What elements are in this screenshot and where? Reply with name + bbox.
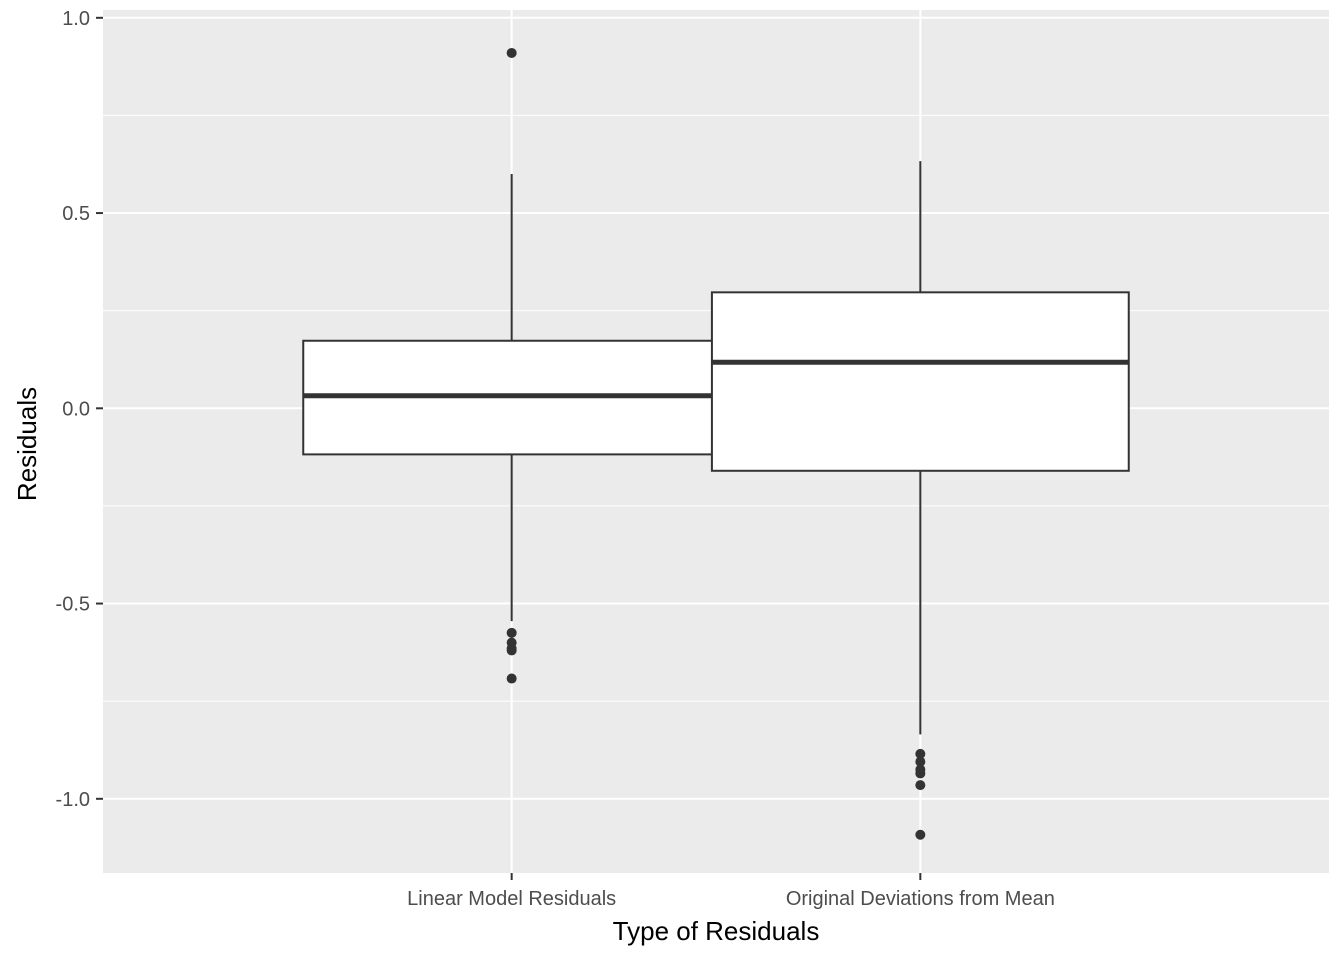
outlier-point bbox=[506, 645, 517, 656]
outlier-point bbox=[915, 829, 926, 840]
x-tick-label: Linear Model Residuals bbox=[407, 888, 616, 910]
boxes-layer bbox=[302, 47, 1130, 840]
x-tick-label: Original Deviations from Mean bbox=[786, 888, 1055, 910]
y-tick-label: 0.0 bbox=[62, 398, 90, 420]
box-1 bbox=[302, 47, 722, 684]
box-2 bbox=[710, 161, 1130, 840]
outlier-point bbox=[915, 768, 926, 779]
outlier-point bbox=[506, 627, 517, 638]
axes-layer: -1.0 -0.5 0.0 0.5 1.0 Linear Model Residuals O… bbox=[56, 8, 1055, 910]
y-axis-title: Residuals bbox=[12, 387, 42, 501]
y-tick-label: -0.5 bbox=[56, 594, 90, 616]
outlier-point bbox=[506, 673, 517, 684]
box-iqr bbox=[710, 291, 1130, 472]
x-axis-title: Type of Residuals bbox=[613, 916, 820, 946]
outlier-point bbox=[506, 47, 517, 58]
y-tick-label: 1.0 bbox=[62, 8, 90, 30]
y-tick-label: 0.5 bbox=[62, 203, 90, 225]
outlier-point bbox=[915, 748, 926, 759]
y-tick-label: -1.0 bbox=[56, 789, 90, 811]
outlier-point bbox=[915, 756, 926, 767]
outlier-point bbox=[915, 780, 926, 791]
